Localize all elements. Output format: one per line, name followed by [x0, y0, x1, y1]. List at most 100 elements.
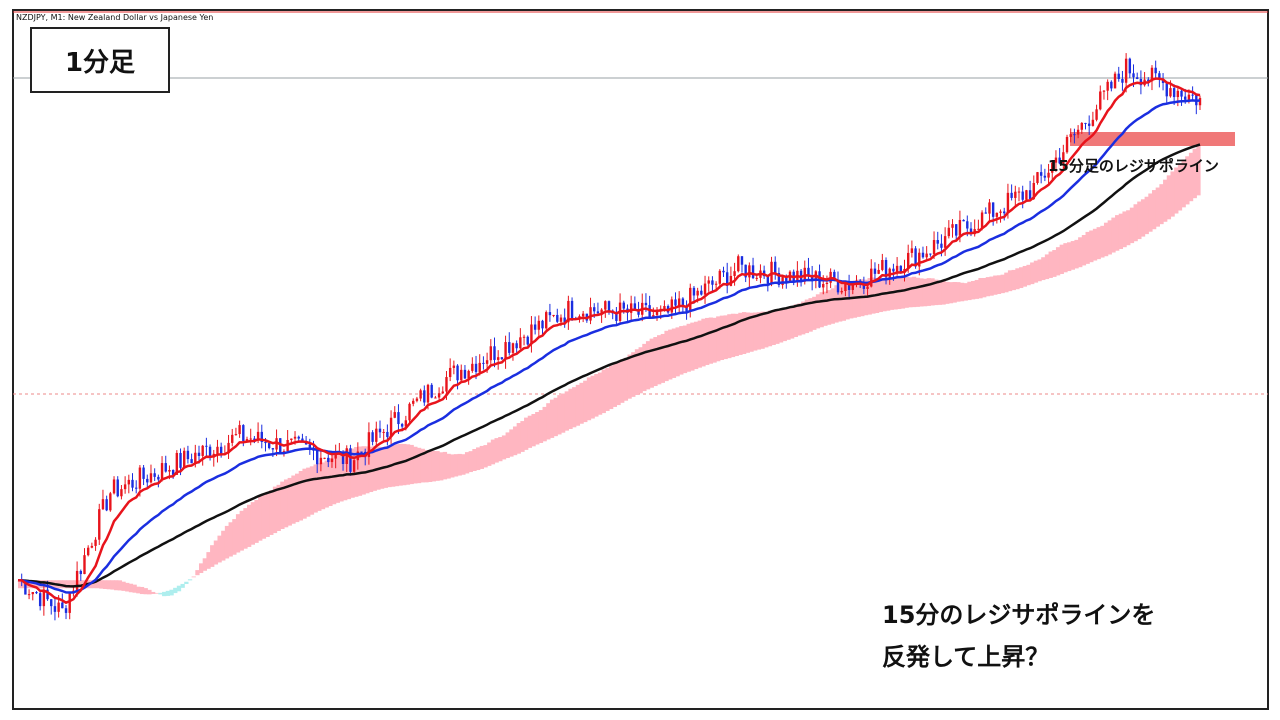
- candle-body: [452, 365, 456, 368]
- cloud-segment: [435, 451, 440, 481]
- cloud-segment: [568, 388, 573, 429]
- cloud-segment: [730, 313, 736, 358]
- candle-body: [685, 305, 688, 312]
- candle-body: [190, 459, 193, 464]
- cloud-segment: [402, 443, 407, 486]
- cloud-segment: [213, 540, 219, 565]
- cloud-segment: [675, 327, 680, 377]
- cloud-segment: [461, 454, 466, 475]
- cloud-segment: [682, 325, 688, 374]
- cloud-segment: [450, 454, 455, 478]
- candle-body: [910, 248, 914, 253]
- cloud-segment: [428, 450, 433, 483]
- cloud-segment: [265, 491, 270, 537]
- candle-body: [249, 438, 252, 440]
- cloud-segment: [442, 451, 448, 480]
- candle-body: [711, 280, 714, 285]
- cloud-segment: [125, 582, 130, 592]
- candle-body: [131, 479, 134, 488]
- cloud-segment: [195, 570, 200, 576]
- cloud-segment: [494, 438, 499, 463]
- cloud-segment: [982, 277, 987, 298]
- cloud-segment: [394, 444, 400, 487]
- cloud-segment: [324, 460, 329, 508]
- candle-body: [932, 240, 936, 255]
- cloud-segment: [886, 277, 891, 311]
- cloud-segment: [110, 580, 115, 590]
- candle-body: [382, 431, 385, 433]
- candle-body: [545, 312, 548, 329]
- cloud-segment: [1151, 190, 1157, 230]
- cloud-segment: [1177, 163, 1183, 211]
- candle-body: [1069, 134, 1072, 137]
- cloud-segment: [405, 444, 411, 485]
- candle-body: [604, 301, 607, 310]
- cloud-segment: [705, 317, 710, 365]
- candle-body: [1176, 90, 1180, 98]
- cloud-segment: [239, 510, 244, 551]
- candle-body: [360, 451, 363, 453]
- cloud-segment: [498, 437, 503, 462]
- cloud-segment: [882, 278, 887, 312]
- cloud-segment: [1096, 227, 1101, 260]
- cloud-segment: [564, 391, 569, 431]
- cloud-segment: [649, 338, 654, 388]
- cloud-segment: [361, 446, 366, 495]
- cloud-segment: [723, 315, 728, 360]
- cloud-segment: [922, 278, 928, 307]
- cloud-segment: [106, 580, 111, 590]
- cloud-segment: [191, 576, 196, 578]
- cloud-segment: [671, 328, 677, 378]
- candle-body: [589, 307, 592, 321]
- candle-body: [504, 342, 507, 360]
- cloud-segment: [254, 499, 259, 543]
- cloud-segment: [247, 504, 252, 547]
- candle-body: [958, 219, 962, 236]
- candle-body: [895, 265, 899, 272]
- cloud-segment: [69, 580, 75, 589]
- candle-body: [966, 221, 969, 229]
- candle-body: [219, 446, 223, 454]
- candle-body: [1161, 79, 1165, 84]
- cloud-segment: [1000, 274, 1005, 294]
- cloud-segment: [970, 280, 976, 300]
- cloud-segment: [490, 439, 496, 465]
- cloud-segment: [531, 413, 536, 447]
- cloud-segment: [302, 468, 307, 519]
- cloud-segment: [852, 280, 858, 318]
- cloud-segment: [143, 588, 148, 595]
- candle-body: [79, 570, 82, 575]
- cloud-segment: [594, 373, 599, 417]
- candle-body: [866, 286, 869, 289]
- candle-body: [1010, 192, 1013, 198]
- candle-body: [1021, 191, 1024, 200]
- cloud-segment: [280, 481, 285, 529]
- cloud-segment: [893, 277, 898, 310]
- candle-body: [168, 469, 171, 472]
- candle-body: [256, 431, 260, 441]
- cloud-segment: [623, 357, 629, 401]
- cloud-segment: [158, 592, 163, 595]
- cloud-segment: [1196, 143, 1201, 196]
- cloud-segment: [468, 451, 473, 473]
- cloud-segment: [741, 312, 747, 355]
- cloud-segment: [368, 446, 374, 493]
- candle-body: [537, 320, 541, 330]
- candle-body: [42, 589, 46, 607]
- candle-body: [988, 202, 991, 214]
- cloud-segment: [1170, 171, 1175, 217]
- candle-body: [1087, 123, 1091, 126]
- cloud-segment: [483, 445, 488, 468]
- candle-body: [655, 310, 659, 316]
- cloud-segment: [416, 447, 422, 484]
- candle-body: [947, 227, 951, 237]
- cloud-segment: [657, 335, 662, 385]
- cloud-segment: [128, 583, 134, 593]
- cloud-segment: [1188, 152, 1194, 202]
- cloud-segment: [937, 280, 943, 305]
- candle-body: [478, 362, 481, 372]
- cloud-segment: [224, 525, 230, 559]
- candle-body: [1084, 122, 1087, 124]
- candle-body: [1102, 90, 1106, 92]
- candle-body: [777, 272, 781, 286]
